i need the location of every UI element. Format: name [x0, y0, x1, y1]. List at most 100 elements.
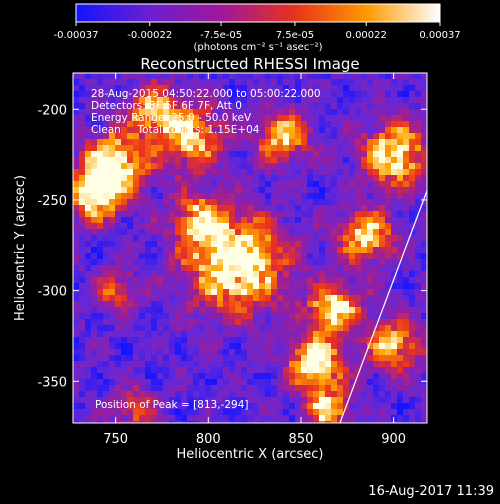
heatmap-cell — [259, 319, 266, 326]
heatmap-cell — [91, 139, 98, 146]
heatmap-cell — [307, 349, 314, 356]
heatmap-cell — [265, 337, 272, 344]
heatmap-cell — [385, 181, 392, 188]
heatmap-cell — [217, 301, 224, 308]
heatmap-cell — [421, 211, 427, 218]
heatmap-cell — [271, 229, 278, 236]
heatmap-cell — [391, 211, 398, 218]
heatmap-cell — [253, 223, 260, 230]
heatmap-cell — [403, 175, 410, 182]
heatmap-cell — [247, 193, 254, 200]
heatmap-cell — [205, 199, 212, 206]
heatmap-cell — [403, 121, 410, 128]
heatmap-cell — [277, 319, 284, 326]
heatmap-cell — [265, 211, 272, 218]
heatmap-cell — [373, 187, 380, 194]
heatmap-cell — [139, 367, 146, 374]
heatmap-cell — [79, 85, 86, 92]
heatmap-cell — [349, 397, 356, 404]
heatmap-cell — [163, 319, 170, 326]
heatmap-cell — [379, 277, 386, 284]
heatmap-cell — [205, 349, 212, 356]
heatmap-cell — [175, 271, 182, 278]
heatmap-cell — [319, 259, 326, 266]
heatmap-cell — [175, 205, 182, 212]
heatmap-cell — [391, 295, 398, 302]
heatmap-cell — [295, 265, 302, 272]
heatmap-cell — [133, 211, 140, 218]
heatmap-cell — [253, 163, 260, 170]
heatmap-cell — [109, 223, 116, 230]
heatmap-cell — [361, 403, 368, 410]
heatmap-cell — [391, 115, 398, 122]
heatmap-cell — [175, 247, 182, 254]
heatmap-cell — [271, 379, 278, 386]
heatmap-cell — [421, 97, 427, 104]
heatmap-cell — [193, 283, 200, 290]
heatmap-cell — [277, 313, 284, 320]
heatmap-cell — [121, 337, 128, 344]
heatmap-cell — [193, 265, 200, 272]
heatmap-cell — [193, 229, 200, 236]
heatmap-cell — [169, 319, 176, 326]
heatmap-cell — [79, 373, 86, 380]
heatmap-cell — [73, 265, 80, 272]
heatmap-cell — [109, 145, 116, 152]
heatmap-cell — [391, 325, 398, 332]
heatmap-cell — [145, 355, 152, 362]
heatmap-cell — [235, 337, 242, 344]
heatmap-cell — [289, 265, 296, 272]
heatmap-cell — [253, 319, 260, 326]
heatmap-cell — [115, 115, 122, 122]
heatmap-cell — [133, 319, 140, 326]
heatmap-cell — [97, 409, 104, 416]
heatmap-cell — [121, 85, 128, 92]
heatmap-cell — [157, 85, 164, 92]
heatmap-cell — [199, 283, 206, 290]
heatmap-cell — [241, 391, 248, 398]
heatmap-cell — [73, 331, 80, 338]
heatmap-cell — [247, 181, 254, 188]
heatmap-cell — [91, 247, 98, 254]
heatmap-cell — [211, 151, 218, 158]
heatmap-cell — [247, 175, 254, 182]
heatmap-cell — [145, 313, 152, 320]
heatmap-cell — [151, 115, 158, 122]
heatmap-cell — [337, 163, 344, 170]
heatmap-cell — [403, 379, 410, 386]
heatmap-cell — [187, 79, 194, 86]
heatmap-cell — [79, 109, 86, 116]
heatmap-cell — [241, 157, 248, 164]
heatmap-cell — [241, 223, 248, 230]
heatmap-cell — [343, 307, 350, 314]
heatmap-cell — [127, 349, 134, 356]
heatmap-cell — [397, 193, 404, 200]
heatmap-cell — [421, 151, 427, 158]
heatmap-cell — [319, 319, 326, 326]
heatmap-cell — [235, 157, 242, 164]
heatmap-cell — [295, 181, 302, 188]
heatmap-cell — [223, 295, 230, 302]
heatmap-cell — [115, 307, 122, 314]
heatmap-cell — [403, 331, 410, 338]
heatmap-cell — [289, 343, 296, 350]
heatmap-cell — [175, 175, 182, 182]
heatmap-cell — [397, 397, 404, 404]
colorbar-tick-label: 0.00022 — [346, 30, 387, 41]
heatmap-cell — [403, 151, 410, 158]
heatmap-cell — [145, 145, 152, 152]
heatmap-cell — [361, 277, 368, 284]
heatmap-cell — [127, 385, 134, 392]
heatmap-cell — [403, 277, 410, 284]
heatmap-cell — [337, 283, 344, 290]
heatmap-cell — [367, 139, 374, 146]
heatmap-cell — [193, 145, 200, 152]
heatmap-cell — [259, 367, 266, 374]
heatmap-cell — [169, 403, 176, 410]
heatmap-cell — [199, 319, 206, 326]
heatmap-cell — [355, 91, 362, 98]
heatmap-cell — [91, 301, 98, 308]
heatmap-cell — [379, 313, 386, 320]
heatmap-cell — [91, 271, 98, 278]
heatmap-cell — [325, 85, 332, 92]
